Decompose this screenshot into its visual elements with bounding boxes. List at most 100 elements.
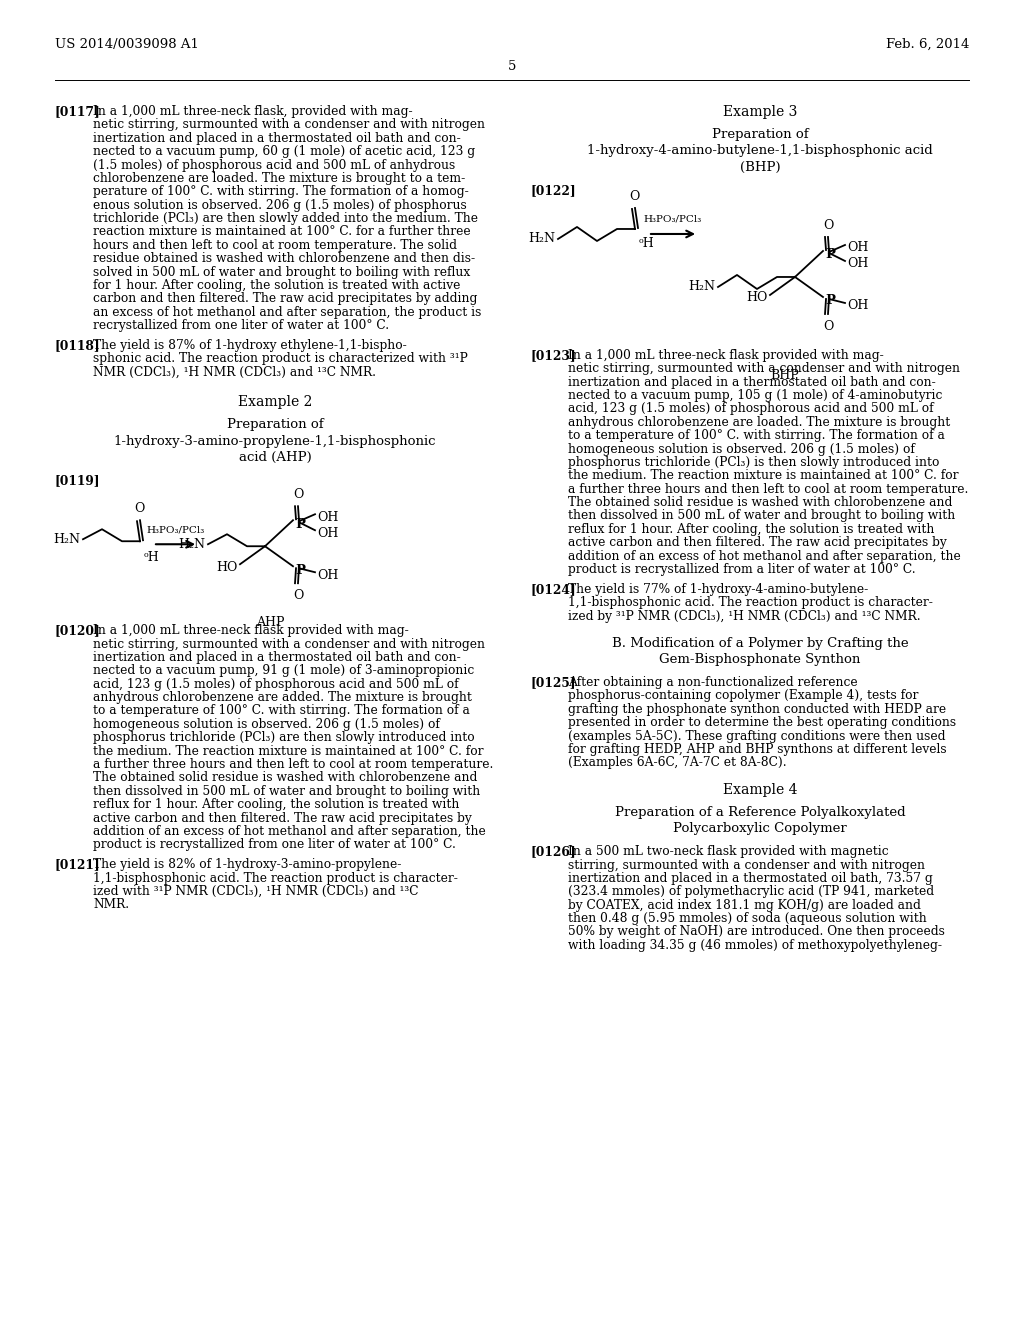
Text: Feb. 6, 2014: Feb. 6, 2014 xyxy=(886,38,969,51)
Text: OH: OH xyxy=(317,569,338,582)
Text: phosphorus trichloride (PCl₃) is then slowly introduced into: phosphorus trichloride (PCl₃) is then sl… xyxy=(568,455,939,469)
Text: addition of an excess of hot methanol and after separation, the: addition of an excess of hot methanol an… xyxy=(568,549,961,562)
Text: H₂N: H₂N xyxy=(53,533,80,545)
Text: OH: OH xyxy=(317,527,338,540)
Text: 1,1-bisphosphonic acid. The reaction product is character-: 1,1-bisphosphonic acid. The reaction pro… xyxy=(93,871,458,884)
Text: O: O xyxy=(293,589,303,602)
Text: H₃PO₃/PCl₃: H₃PO₃/PCl₃ xyxy=(644,215,702,224)
Text: HO: HO xyxy=(217,561,238,574)
Text: netic stirring, surmounted with a condenser and with nitrogen: netic stirring, surmounted with a conden… xyxy=(568,363,961,375)
Text: In a 1,000 mL three-neck flask provided with mag-: In a 1,000 mL three-neck flask provided … xyxy=(93,624,409,638)
Text: [0125]: [0125] xyxy=(530,676,575,689)
Text: ized by ³¹P NMR (CDCl₃), ¹H NMR (CDCl₃) and ¹³C NMR.: ized by ³¹P NMR (CDCl₃), ¹H NMR (CDCl₃) … xyxy=(568,610,921,623)
Text: In a 500 mL two-neck flask provided with magnetic: In a 500 mL two-neck flask provided with… xyxy=(568,845,889,858)
Text: for 1 hour. After cooling, the solution is treated with active: for 1 hour. After cooling, the solution … xyxy=(93,279,461,292)
Text: then dissolved in 500 mL of water and brought to boiling with: then dissolved in 500 mL of water and br… xyxy=(93,785,480,797)
Text: inertization and placed in a thermostated oil bath and con-: inertization and placed in a thermostate… xyxy=(568,376,936,388)
Text: 50% by weight of NaOH) are introduced. One then proceeds: 50% by weight of NaOH) are introduced. O… xyxy=(568,925,945,939)
Text: The yield is 77% of 1-hydroxy-4-amino-butylene-: The yield is 77% of 1-hydroxy-4-amino-bu… xyxy=(568,583,868,597)
Text: P: P xyxy=(295,564,305,577)
Text: the medium. The reaction mixture is maintained at 100° C. for: the medium. The reaction mixture is main… xyxy=(568,470,958,482)
Text: an excess of hot methanol and after separation, the product is: an excess of hot methanol and after sepa… xyxy=(93,306,481,318)
Text: to a temperature of 100° C. with stirring. The formation of a: to a temperature of 100° C. with stirrin… xyxy=(568,429,945,442)
Text: netic stirring, surmounted with a condenser and with nitrogen: netic stirring, surmounted with a conden… xyxy=(93,638,485,651)
Text: 1-hydroxy-4-amino-butylene-1,1-bisphosphonic acid: 1-hydroxy-4-amino-butylene-1,1-bisphosph… xyxy=(587,144,933,157)
Text: O: O xyxy=(629,190,639,203)
Text: then dissolved in 500 mL of water and brought to boiling with: then dissolved in 500 mL of water and br… xyxy=(568,510,955,523)
Text: reaction mixture is maintained at 100° C. for a further three: reaction mixture is maintained at 100° C… xyxy=(93,226,471,239)
Text: a further three hours and then left to cool at room temperature.: a further three hours and then left to c… xyxy=(568,483,969,496)
Text: OH: OH xyxy=(847,257,868,271)
Text: homogeneous solution is observed. 206 g (1.5 moles) of: homogeneous solution is observed. 206 g … xyxy=(93,718,440,731)
Text: grafting the phosphonate synthon conducted with HEDP are: grafting the phosphonate synthon conduct… xyxy=(568,702,946,715)
Text: 1,1-bisphosphonic acid. The reaction product is character-: 1,1-bisphosphonic acid. The reaction pro… xyxy=(568,597,933,610)
Text: Gem-Bisphosphonate Synthon: Gem-Bisphosphonate Synthon xyxy=(659,653,861,667)
Text: [0120]: [0120] xyxy=(55,624,100,638)
Text: presented in order to determine the best operating conditions: presented in order to determine the best… xyxy=(568,717,956,729)
Text: (examples 5A-5C). These grafting conditions were then used: (examples 5A-5C). These grafting conditi… xyxy=(568,730,945,743)
Text: solved in 500 mL of water and brought to boiling with reflux: solved in 500 mL of water and brought to… xyxy=(93,265,470,279)
Text: Example 4: Example 4 xyxy=(723,783,798,797)
Text: inertization and placed in a thermostated oil bath and con-: inertization and placed in a thermostate… xyxy=(93,132,461,145)
Text: In a 1,000 mL three-neck flask, provided with mag-: In a 1,000 mL three-neck flask, provided… xyxy=(93,106,413,117)
Text: H₂N: H₂N xyxy=(688,280,715,293)
Text: 5: 5 xyxy=(508,59,516,73)
Text: (323.4 mmoles) of polymethacrylic acid (TP 941, marketed: (323.4 mmoles) of polymethacrylic acid (… xyxy=(568,886,934,899)
Text: HO: HO xyxy=(746,292,768,305)
Text: H₂N: H₂N xyxy=(528,232,555,246)
Text: Preparation of: Preparation of xyxy=(226,418,324,432)
Text: H₂N: H₂N xyxy=(178,537,205,550)
Text: inertization and placed in a thermostated oil bath, 73.57 g: inertization and placed in a thermostate… xyxy=(568,873,933,884)
Text: acid, 123 g (1.5 moles) of phosphorous acid and 500 mL of: acid, 123 g (1.5 moles) of phosphorous a… xyxy=(568,403,934,416)
Text: O: O xyxy=(823,319,834,333)
Text: [0122]: [0122] xyxy=(530,183,575,197)
Text: OH: OH xyxy=(847,242,868,255)
Text: product is recrystallized from one liter of water at 100° C.: product is recrystallized from one liter… xyxy=(93,838,456,851)
Text: (Examples 6A-6C, 7A-7C et 8A-8C).: (Examples 6A-6C, 7A-7C et 8A-8C). xyxy=(568,756,786,770)
Text: phosphorus trichloride (PCl₃) are then slowly introduced into: phosphorus trichloride (PCl₃) are then s… xyxy=(93,731,475,744)
Text: The yield is 87% of 1-hydroxy ethylene-1,1-bispho-: The yield is 87% of 1-hydroxy ethylene-1… xyxy=(93,339,407,352)
Text: anhydrous chlorobenzene are loaded. The mixture is brought: anhydrous chlorobenzene are loaded. The … xyxy=(568,416,950,429)
Text: [0123]: [0123] xyxy=(530,348,575,362)
Text: OH: OH xyxy=(847,300,868,313)
Text: stirring, surmounted with a condenser and with nitrogen: stirring, surmounted with a condenser an… xyxy=(568,858,925,871)
Text: O: O xyxy=(293,488,303,502)
Text: 1-hydroxy-3-amino-propylene-1,1-bisphosphonic: 1-hydroxy-3-amino-propylene-1,1-bisphosp… xyxy=(114,434,436,447)
Text: to a temperature of 100° C. with stirring. The formation of a: to a temperature of 100° C. with stirrin… xyxy=(93,705,470,718)
Text: the medium. The reaction mixture is maintained at 100° C. for: the medium. The reaction mixture is main… xyxy=(93,744,483,758)
Text: AHP: AHP xyxy=(256,616,285,630)
Text: netic stirring, surmounted with a condenser and with nitrogen: netic stirring, surmounted with a conden… xyxy=(93,119,485,132)
Text: recrystallized from one liter of water at 100° C.: recrystallized from one liter of water a… xyxy=(93,319,389,333)
Text: In a 1,000 mL three-neck flask provided with mag-: In a 1,000 mL three-neck flask provided … xyxy=(568,348,884,362)
Text: ᵒH: ᵒH xyxy=(144,552,160,564)
Text: (1.5 moles) of phosphorous acid and 500 mL of anhydrous: (1.5 moles) of phosphorous acid and 500 … xyxy=(93,158,456,172)
Text: sphonic acid. The reaction product is characterized with ³¹P: sphonic acid. The reaction product is ch… xyxy=(93,352,468,366)
Text: reflux for 1 hour. After cooling, the solution is treated with: reflux for 1 hour. After cooling, the so… xyxy=(93,799,460,810)
Text: product is recrystallized from a liter of water at 100° C.: product is recrystallized from a liter o… xyxy=(568,564,915,576)
Text: Preparation of a Reference Polyalkoxylated: Preparation of a Reference Polyalkoxylat… xyxy=(614,805,905,818)
Text: [0124]: [0124] xyxy=(530,583,575,597)
Text: Example 2: Example 2 xyxy=(238,395,312,409)
Text: anhydrous chlorobenzene are added. The mixture is brought: anhydrous chlorobenzene are added. The m… xyxy=(93,692,472,704)
Text: [0117]: [0117] xyxy=(55,106,100,117)
Text: enous solution is observed. 206 g (1.5 moles) of phosphorus: enous solution is observed. 206 g (1.5 m… xyxy=(93,198,467,211)
Text: [0121]: [0121] xyxy=(55,858,100,871)
Text: for grafting HEDP, AHP and BHP synthons at different levels: for grafting HEDP, AHP and BHP synthons … xyxy=(568,743,946,756)
Text: then 0.48 g (5.95 mmoles) of soda (aqueous solution with: then 0.48 g (5.95 mmoles) of soda (aqueo… xyxy=(568,912,927,925)
Text: [0119]: [0119] xyxy=(55,474,100,487)
Text: carbon and then filtered. The raw acid precipitates by adding: carbon and then filtered. The raw acid p… xyxy=(93,292,477,305)
Text: P: P xyxy=(295,517,305,531)
Text: perature of 100° C. with stirring. The formation of a homog-: perature of 100° C. with stirring. The f… xyxy=(93,185,469,198)
Text: O: O xyxy=(823,219,834,232)
Text: active carbon and then filtered. The raw acid precipitates by: active carbon and then filtered. The raw… xyxy=(568,536,947,549)
Text: [0118]: [0118] xyxy=(55,339,100,352)
Text: NMR (CDCl₃), ¹H NMR (CDCl₃) and ¹³C NMR.: NMR (CDCl₃), ¹H NMR (CDCl₃) and ¹³C NMR. xyxy=(93,366,376,379)
Text: After obtaining a non-functionalized reference: After obtaining a non-functionalized ref… xyxy=(568,676,858,689)
Text: acid, 123 g (1.5 moles) of phosphorous acid and 500 mL of: acid, 123 g (1.5 moles) of phosphorous a… xyxy=(93,677,459,690)
Text: inertization and placed in a thermostated oil bath and con-: inertization and placed in a thermostate… xyxy=(93,651,461,664)
Text: H₃PO₃/PCl₃: H₃PO₃/PCl₃ xyxy=(146,525,205,535)
Text: ᵒH: ᵒH xyxy=(639,238,654,249)
Text: phosphorus-containing copolymer (Example 4), tests for: phosphorus-containing copolymer (Example… xyxy=(568,689,919,702)
Text: The obtained solid residue is washed with chlorobenzene and: The obtained solid residue is washed wit… xyxy=(568,496,952,510)
Text: The obtained solid residue is washed with chlorobenzene and: The obtained solid residue is washed wit… xyxy=(93,771,477,784)
